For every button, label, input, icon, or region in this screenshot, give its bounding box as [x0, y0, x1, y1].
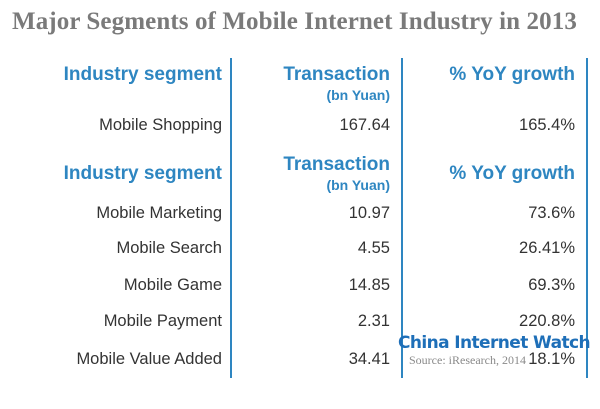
header-segment: Industry segment: [63, 64, 222, 85]
page-title: Major Segments of Mobile Internet Indust…: [12, 8, 577, 35]
table-row-segment: Mobile Marketing: [96, 204, 222, 222]
table-row-growth: 165.4%: [519, 116, 575, 134]
header-growth-2: % YoY growth: [449, 163, 575, 184]
table-row-growth: 26.41%: [519, 239, 575, 257]
table-row-segment: Mobile Search: [116, 239, 222, 257]
header-transaction: Transaction: [283, 64, 390, 85]
column-divider-1: [230, 58, 232, 378]
table-row-transaction: 4.55: [357, 239, 390, 257]
table-row-segment: Mobile Shopping: [99, 116, 222, 134]
header-transaction-unit: (bn Yuan): [326, 87, 390, 103]
column-divider-3: [586, 58, 588, 378]
table-row-segment: Mobile Game: [123, 276, 222, 294]
table-row-segment: Mobile Value Added: [76, 350, 222, 368]
table-row-growth: 18.1%: [528, 350, 575, 368]
table-row-transaction: 167.64: [339, 116, 390, 134]
header-transaction-2: Transaction: [283, 154, 390, 175]
table-row-growth: 69.3%: [528, 276, 575, 294]
table-row-transaction: 10.97: [348, 204, 390, 222]
header-transaction-unit-2: (bn Yuan): [326, 177, 390, 193]
header-segment-2: Industry segment: [63, 163, 222, 184]
table-row-transaction: 34.41: [348, 350, 390, 368]
table-row-transaction: 14.85: [348, 276, 390, 294]
watermark-source: Source: iResearch, 2014: [409, 353, 526, 367]
header-growth: % YoY growth: [449, 64, 575, 85]
column-divider-2: [401, 58, 403, 378]
table-row-segment: Mobile Payment: [103, 312, 222, 330]
table-row-growth: 220.8%: [519, 312, 575, 330]
table-row-transaction: 2.31: [357, 312, 390, 330]
table-row-growth: 73.6%: [528, 204, 575, 222]
watermark-brand: China Internet Watch: [398, 333, 591, 353]
